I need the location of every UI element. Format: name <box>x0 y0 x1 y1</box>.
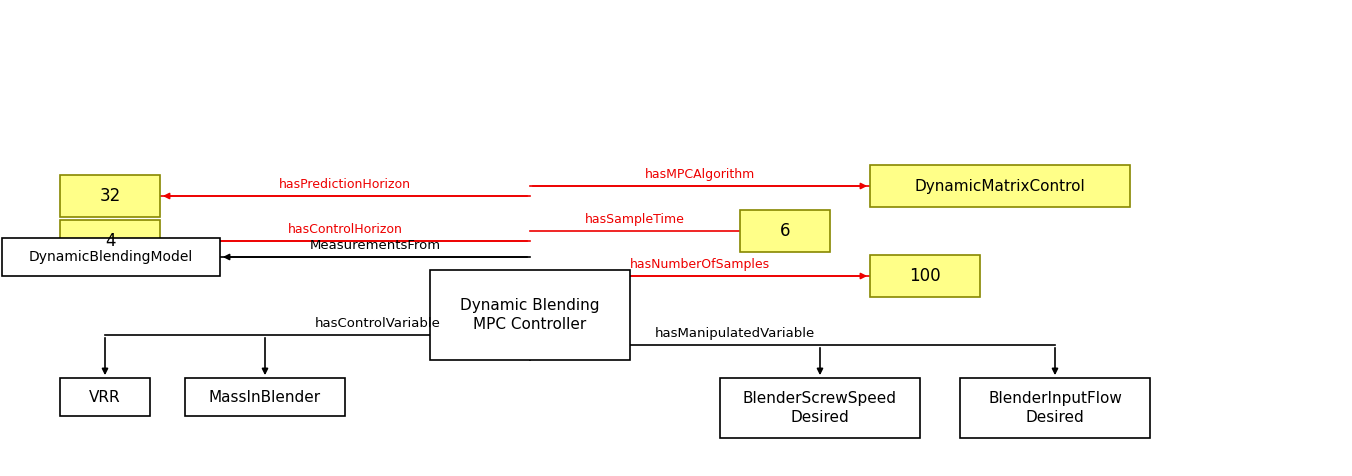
Text: hasPredictionHorizon: hasPredictionHorizon <box>279 178 411 191</box>
Text: 32: 32 <box>100 187 120 205</box>
Text: DynamicMatrixControl: DynamicMatrixControl <box>914 178 1086 194</box>
FancyBboxPatch shape <box>430 270 630 360</box>
Text: 6: 6 <box>780 222 791 240</box>
FancyBboxPatch shape <box>740 210 830 252</box>
Text: BlenderInputFlow
Desired: BlenderInputFlow Desired <box>988 391 1122 425</box>
FancyBboxPatch shape <box>869 255 980 297</box>
FancyBboxPatch shape <box>960 378 1151 438</box>
Text: MassInBlender: MassInBlender <box>210 389 320 405</box>
FancyBboxPatch shape <box>185 378 345 416</box>
FancyBboxPatch shape <box>869 165 1130 207</box>
Text: hasControlVariable: hasControlVariable <box>315 317 441 330</box>
FancyBboxPatch shape <box>59 378 150 416</box>
Text: MeasurementsFrom: MeasurementsFrom <box>310 239 441 252</box>
Text: BlenderScrewSpeed
Desired: BlenderScrewSpeed Desired <box>744 391 896 425</box>
Text: hasMPCAlgorithm: hasMPCAlgorithm <box>645 168 756 181</box>
Text: Dynamic Blending
MPC Controller: Dynamic Blending MPC Controller <box>460 298 600 332</box>
FancyBboxPatch shape <box>59 175 160 217</box>
FancyBboxPatch shape <box>721 378 919 438</box>
Text: hasNumberOfSamples: hasNumberOfSamples <box>630 258 771 271</box>
Text: hasControlHorizon: hasControlHorizon <box>288 223 403 236</box>
Text: 100: 100 <box>909 267 941 285</box>
Text: hasManipulatedVariable: hasManipulatedVariable <box>654 327 815 340</box>
FancyBboxPatch shape <box>59 220 160 262</box>
Text: DynamicBlendingModel: DynamicBlendingModel <box>28 250 193 264</box>
Text: hasSampleTime: hasSampleTime <box>585 213 685 226</box>
Text: 4: 4 <box>104 232 115 250</box>
Text: VRR: VRR <box>89 389 120 405</box>
FancyBboxPatch shape <box>1 238 220 276</box>
